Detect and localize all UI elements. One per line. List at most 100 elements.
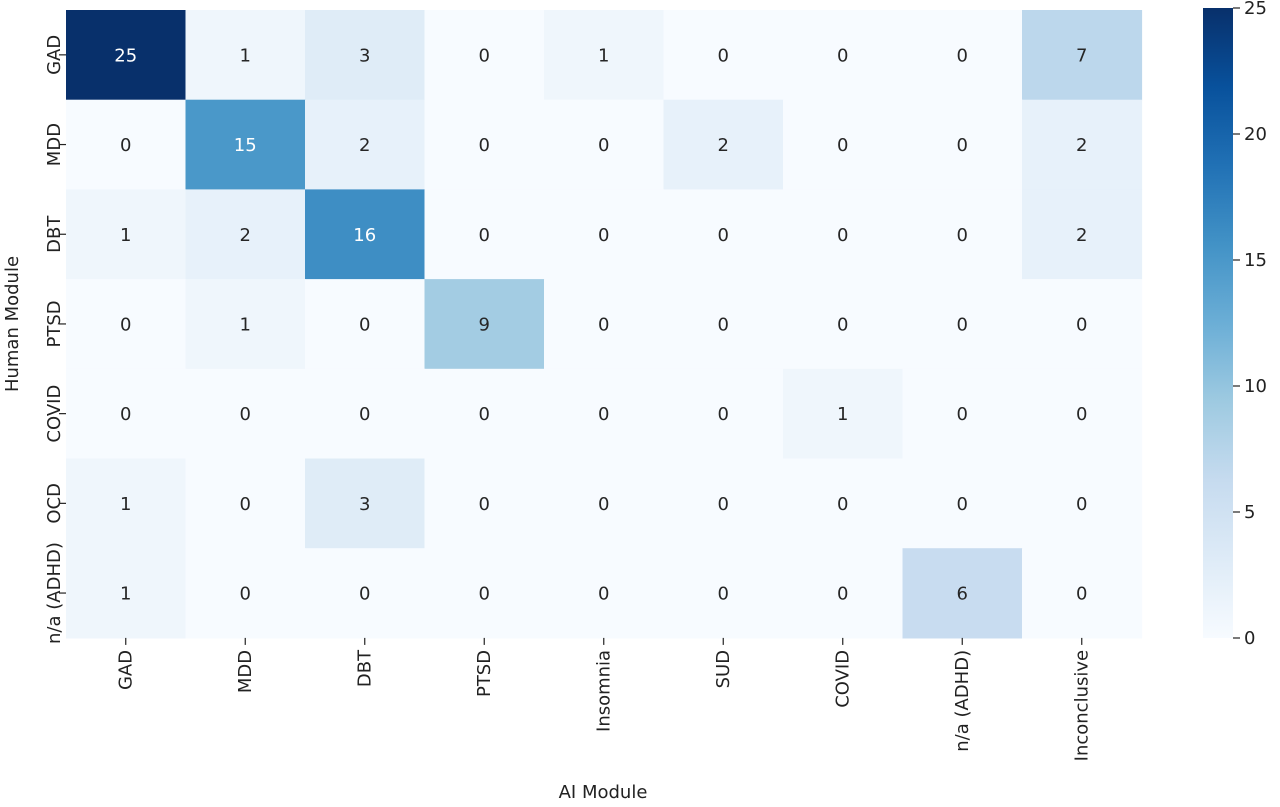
heatmap-cell [424, 368, 545, 460]
cell-value-label: 0 [359, 584, 370, 605]
heatmap-cell [783, 99, 904, 190]
heatmap-cell [544, 368, 665, 460]
heatmap-cell [1022, 368, 1143, 460]
x-tick-label: MDD [235, 650, 256, 693]
heatmap-cell [305, 189, 426, 280]
cell-value-label: 0 [837, 45, 848, 66]
heatmap-cell [185, 548, 306, 639]
heatmap-cell [424, 10, 545, 101]
heatmap-cell [902, 99, 1023, 190]
heatmap-cell [185, 279, 306, 370]
cell-value-label: 0 [1076, 404, 1087, 425]
heatmap-cell [66, 548, 187, 639]
cell-value-label: 1 [837, 404, 848, 425]
heatmap-cell [663, 99, 784, 190]
cell-value-label: 3 [359, 494, 370, 515]
heatmap-cell [305, 99, 426, 190]
cell-value-label: 0 [598, 314, 609, 335]
cell-value-label: 0 [957, 494, 968, 515]
heatmap-cell [185, 458, 306, 549]
cell-value-label: 25 [114, 45, 137, 66]
heatmap-cell [424, 279, 545, 370]
cell-value-label: 0 [1076, 314, 1087, 335]
x-axis-label: AI Module [559, 782, 648, 802]
heatmap-cell [783, 10, 904, 101]
cell-value-label: 2 [1076, 225, 1087, 246]
heatmap-cell [66, 189, 187, 280]
colorbar-tick-label: 25 [1244, 0, 1267, 19]
cell-value-label: 0 [359, 314, 370, 335]
heatmap-cell [663, 279, 784, 370]
heatmap-cell [544, 458, 665, 549]
heatmap-cells [66, 10, 1143, 639]
cell-value-label: 1 [120, 225, 131, 246]
cell-value-label: 3 [359, 45, 370, 66]
heatmap-cell [1022, 99, 1143, 190]
heatmap-cell-labels: 25 1 3 0 1 0 0 0 70 15 2 0 0 2 0 0 21 2 16 0 0 0 0 0 20 1 0 9 0 0 0 0 00… [114, 45, 1087, 604]
cell-value-label: 0 [957, 225, 968, 246]
heatmap-cell [1022, 458, 1143, 549]
heatmap-cell [783, 189, 904, 280]
heatmap-cell [783, 458, 904, 549]
cell-value-label: 0 [359, 404, 370, 425]
y-tick-label: COVID [44, 385, 65, 443]
cell-value-label: 0 [479, 494, 490, 515]
x-tick-label: GAD [116, 650, 137, 690]
y-tick-label: OCD [44, 483, 65, 524]
cell-value-label: 1 [120, 584, 131, 605]
cell-value-label: 0 [120, 404, 131, 425]
heatmap-cell [305, 548, 426, 639]
heatmap-cell [305, 368, 426, 460]
heatmap-cell [1022, 548, 1143, 639]
colorbar-tick-label: 5 [1244, 502, 1255, 523]
cell-value-label: 0 [479, 404, 490, 425]
heatmap-cell [902, 279, 1023, 370]
cell-value-label: 2 [359, 135, 370, 156]
heatmap-cell [544, 189, 665, 280]
cell-value-label: 0 [957, 404, 968, 425]
cell-value-label: 0 [718, 314, 729, 335]
cell-value-label: 0 [718, 404, 729, 425]
cell-value-label: 0 [837, 314, 848, 335]
x-axis-ticks: GAD MDD DBT PTSD Insomnia SUD COVID n/a (ADHD) I… [116, 637, 1093, 761]
cell-value-label: 0 [957, 45, 968, 66]
cell-value-label: 9 [479, 314, 490, 335]
cell-value-label: 0 [718, 494, 729, 515]
heatmap-cell [902, 458, 1023, 549]
colorbar-tick-label: 20 [1244, 124, 1267, 145]
cell-value-label: 0 [120, 135, 131, 156]
cell-value-label: 0 [120, 314, 131, 335]
cell-value-label: 1 [240, 45, 251, 66]
heatmap-cell [544, 279, 665, 370]
heatmap-cell [783, 279, 904, 370]
cell-value-label: 0 [837, 225, 848, 246]
x-tick-label: DBT [355, 649, 376, 687]
cell-value-label: 0 [1076, 584, 1087, 605]
heatmap-cell [902, 368, 1023, 460]
y-tick-label: DBT [44, 215, 65, 253]
cell-value-label: 0 [479, 584, 490, 605]
y-tick-label: n/a (ADHD) [44, 542, 65, 644]
y-tick-label: MDD [44, 123, 65, 166]
x-tick-label: n/a (ADHD) [952, 650, 973, 752]
cell-value-label: 0 [598, 494, 609, 515]
heatmap-cell [424, 458, 545, 549]
cell-value-label: 0 [240, 404, 251, 425]
heatmap-cell [305, 10, 426, 101]
cell-value-label: 16 [353, 225, 376, 246]
heatmap-cell [66, 99, 187, 190]
cell-value-label: 0 [598, 135, 609, 156]
heatmap-cell [544, 10, 665, 101]
x-tick-label: SUD [713, 650, 734, 688]
cell-value-label: 1 [120, 494, 131, 515]
cell-value-label: 0 [837, 135, 848, 156]
x-tick-label: PTSD [474, 650, 495, 697]
cell-value-label: 0 [598, 404, 609, 425]
cell-value-label: 2 [240, 225, 251, 246]
heatmap-cell [783, 548, 904, 639]
heatmap-cell [544, 99, 665, 190]
cell-value-label: 0 [718, 225, 729, 246]
x-tick-label: Inconclusive [1072, 650, 1093, 761]
